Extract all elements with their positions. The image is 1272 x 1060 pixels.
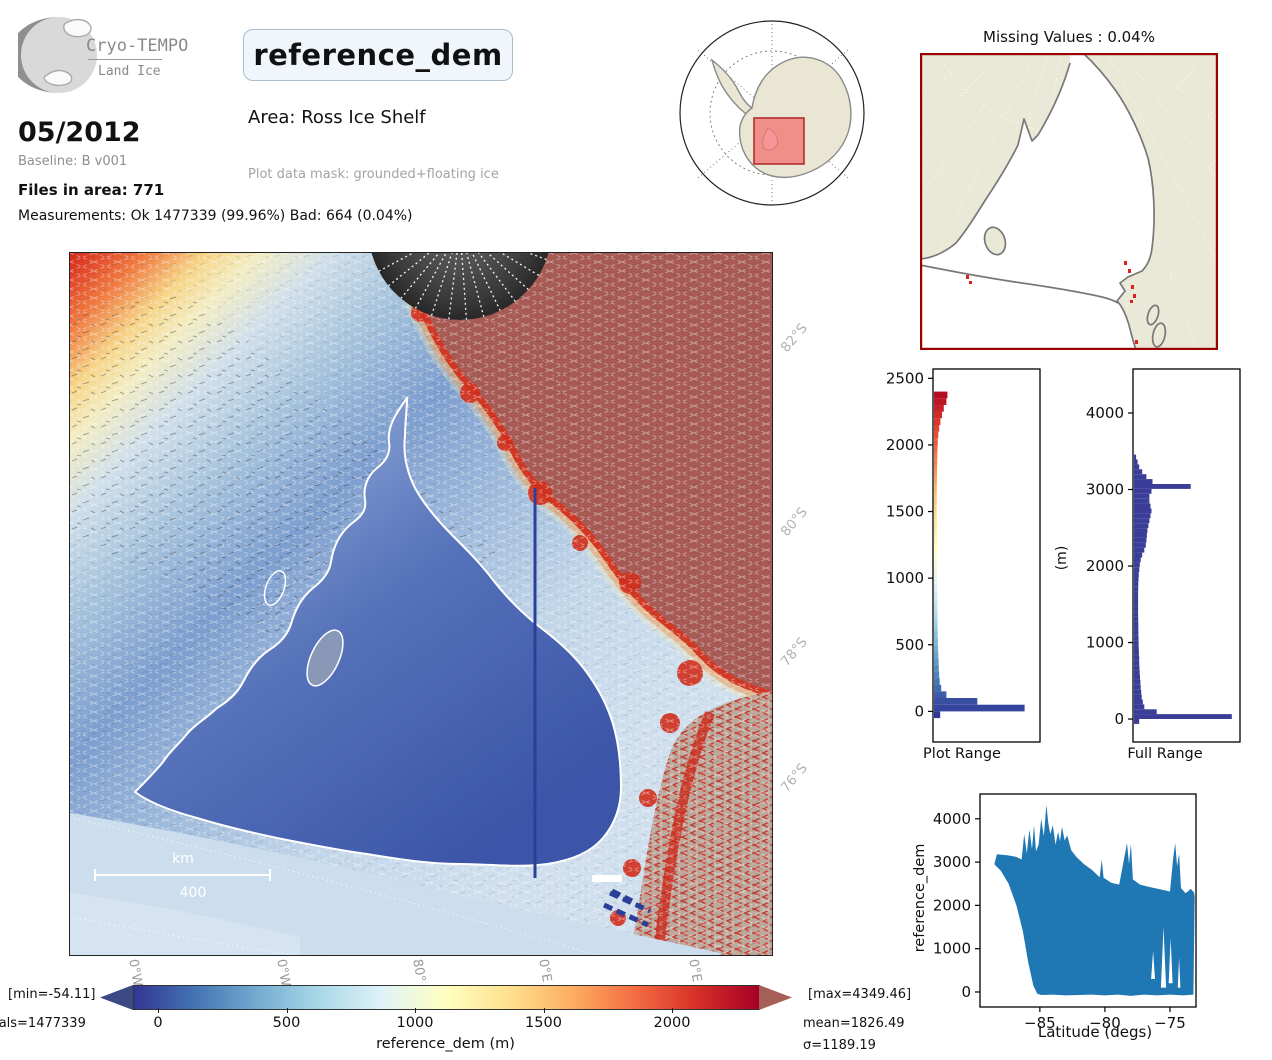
baseline-label: Baseline: B v001 <box>18 154 128 169</box>
svg-text:3000: 3000 <box>933 853 971 871</box>
stray-tracks <box>592 875 652 928</box>
colorbar-gradient <box>133 985 760 1010</box>
ice-shelf-smooth-region <box>70 813 720 955</box>
latitude-scatter-plot: 0 1000 2000 3000 4000 −85 −80 −75 <box>930 780 1260 1038</box>
main-dem-map: km 400 <box>69 252 773 956</box>
svg-text:−80: −80 <box>1089 1014 1121 1032</box>
brand-name: Cryo-TEMPO <box>86 36 189 56</box>
lat-label-76s: 76°S <box>777 760 811 796</box>
svg-text:−75: −75 <box>1154 1014 1186 1032</box>
svg-text:500: 500 <box>895 636 924 654</box>
colorbar-under-arrow-icon <box>100 985 133 1010</box>
svg-text:2000: 2000 <box>1086 557 1124 575</box>
date-label: 05/2012 <box>18 117 141 148</box>
colorbar-tick-label: 1000 <box>396 1015 434 1031</box>
area-label: Area: Ross Ice Shelf <box>248 107 426 128</box>
brand-divider <box>88 59 162 60</box>
missing-values-title: Missing Values : 0.04% <box>983 28 1155 46</box>
svg-text:4000: 4000 <box>933 810 971 828</box>
lon-label: 0°E <box>535 958 554 984</box>
svg-text:1000: 1000 <box>933 940 971 958</box>
files-count-label: Files in area: 771 <box>18 181 165 199</box>
svg-text:1500: 1500 <box>886 503 924 521</box>
colorbar-tick-label: 0 <box>153 1015 163 1031</box>
svg-text:0: 0 <box>914 702 924 720</box>
svg-text:2500: 2500 <box>886 369 924 387</box>
brand-subtitle: Land Ice <box>98 64 161 79</box>
lon-labels: 0°W 0°W 80° 0°E 0°E <box>70 956 772 985</box>
full-range-title: Full Range <box>1127 746 1203 762</box>
pole-hole <box>368 253 552 320</box>
svg-text:1000: 1000 <box>886 569 924 587</box>
svg-text:4000: 4000 <box>1086 404 1124 422</box>
colorbar-sigma-label: σ=1189.19 <box>803 1038 876 1053</box>
svg-text:2000: 2000 <box>886 436 924 454</box>
variable-title: reference_dem <box>253 38 503 72</box>
lon-label: 80° <box>409 958 429 984</box>
svg-text:0: 0 <box>1114 710 1124 728</box>
scale-bar-value: 400 <box>180 885 207 901</box>
lat-label-80s: 80°S <box>777 504 811 540</box>
svg-text:3000: 3000 <box>1086 481 1124 499</box>
full-range-histogram: 0 1000 2000 3000 4000 <box>1080 361 1250 773</box>
svg-text:2000: 2000 <box>933 896 971 914</box>
lon-label: 0°E <box>685 958 704 984</box>
scale-bar-unit: km <box>172 851 194 867</box>
scatter-xlabel: Latitude (degs) <box>1037 1023 1153 1041</box>
antarctica-locator-map <box>679 20 865 206</box>
lon-label: 0°W <box>125 958 145 985</box>
colorbar-mean-label: mean=1826.49 <box>803 1016 905 1031</box>
variable-title-badge: reference_dem <box>243 29 513 81</box>
scale-bar: km 400 <box>94 851 271 901</box>
colorbar-over-arrow-icon <box>759 985 792 1010</box>
plot-range-histogram: 0 500 1000 1500 2000 2500 <box>877 361 1047 773</box>
svg-text:−85: −85 <box>1024 1014 1056 1032</box>
lat-label-78s: 78°S <box>777 634 811 670</box>
colorbar-count-label: vals=1477339 <box>0 1016 86 1031</box>
full-range-ylabel: (m) <box>1054 545 1070 571</box>
lat-label-82s: 82°S <box>777 320 811 356</box>
missing-values-map <box>920 53 1218 350</box>
track-covered-shelf <box>134 397 622 878</box>
region-highlight-box <box>753 117 805 165</box>
colorbar-tick-label: 500 <box>272 1015 301 1031</box>
lon-label: 0°W <box>273 958 293 985</box>
svg-text:1000: 1000 <box>1086 634 1124 652</box>
colorbar-ticks: 0 500 1000 1500 2000 <box>133 1008 758 1038</box>
svg-text:0: 0 <box>961 983 971 1001</box>
measurements-label: Measurements: Ok 1477339 (99.96%) Bad: 6… <box>18 208 413 224</box>
colorbar-min-label: [min=-54.11] <box>8 987 96 1002</box>
colorbar-tick-label: 2000 <box>653 1015 691 1031</box>
colorbar-tick-label: 1500 <box>525 1015 562 1031</box>
colorbar-max-label: [max=4349.46] <box>808 987 912 1002</box>
plot-range-title: Plot Range <box>923 746 1001 762</box>
cryo-tempo-logo-icon <box>18 17 97 93</box>
scatter-ylabel: reference_dem <box>912 843 928 953</box>
colorbar-axis-label: reference_dem (m) <box>376 1036 515 1052</box>
data-mask-label: Plot data mask: grounded+floating ice <box>248 167 499 182</box>
